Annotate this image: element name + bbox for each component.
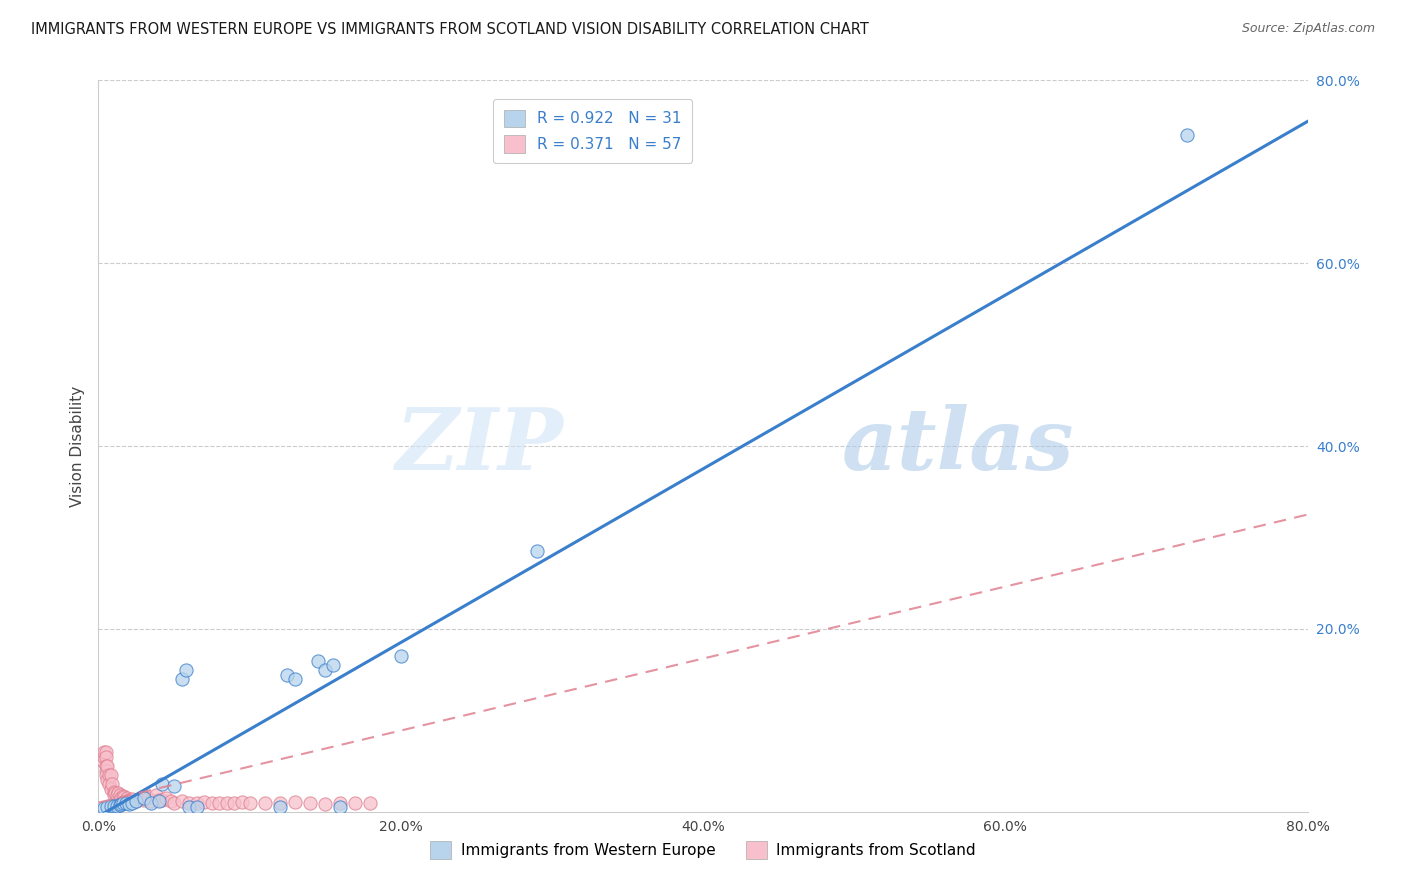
Point <box>150 793 173 807</box>
Point <box>141 794 163 808</box>
Point <box>94 749 117 764</box>
Point <box>94 745 117 759</box>
Point <box>299 797 322 811</box>
Point <box>224 796 246 810</box>
Point <box>100 768 122 782</box>
Point <box>132 793 155 807</box>
Point <box>215 796 238 810</box>
Point <box>91 755 114 769</box>
Point <box>108 789 131 803</box>
Point <box>160 794 183 808</box>
Point <box>93 749 115 764</box>
Legend: R = 0.922   N = 31, R = 0.371   N = 57: R = 0.922 N = 31, R = 0.371 N = 57 <box>494 99 693 163</box>
Point <box>145 789 167 803</box>
Point <box>94 764 117 778</box>
Point <box>186 800 208 814</box>
Point <box>148 793 170 807</box>
Point <box>170 672 193 686</box>
Point <box>105 799 128 814</box>
Point <box>201 796 224 810</box>
Point <box>239 797 262 811</box>
Point <box>329 800 352 814</box>
Point <box>150 777 173 791</box>
Point <box>103 784 125 798</box>
Point <box>111 796 134 810</box>
Point <box>314 663 336 677</box>
Point <box>163 796 186 810</box>
Point <box>284 795 307 809</box>
Text: atlas: atlas <box>842 404 1074 488</box>
Point <box>344 796 367 810</box>
Point <box>276 667 298 681</box>
Point <box>322 658 344 673</box>
Point <box>174 663 197 677</box>
Point <box>110 797 132 812</box>
Point <box>96 772 118 787</box>
Point <box>100 799 122 814</box>
Point <box>105 789 128 803</box>
Point <box>103 789 125 803</box>
Point <box>148 794 170 808</box>
Point <box>108 798 131 813</box>
Point <box>115 791 138 805</box>
Point <box>98 768 121 782</box>
Point <box>193 795 215 809</box>
Point <box>314 797 336 812</box>
Point <box>121 792 143 806</box>
Point <box>93 745 115 759</box>
Legend: Immigrants from Western Europe, Immigrants from Scotland: Immigrants from Western Europe, Immigran… <box>423 835 983 864</box>
Point <box>103 799 125 814</box>
Point <box>307 654 329 668</box>
Point <box>101 777 124 791</box>
Point <box>284 672 307 686</box>
Point <box>329 797 352 811</box>
Point <box>94 759 117 773</box>
Point <box>1175 128 1198 143</box>
Point <box>125 794 148 808</box>
Point <box>170 794 193 808</box>
Point <box>114 793 136 807</box>
Point <box>269 796 291 810</box>
Text: IMMIGRANTS FROM WESTERN EUROPE VS IMMIGRANTS FROM SCOTLAND VISION DISABILITY COR: IMMIGRANTS FROM WESTERN EUROPE VS IMMIGR… <box>31 22 869 37</box>
Point <box>125 794 148 808</box>
Point <box>136 791 159 805</box>
Point <box>141 796 163 810</box>
Point <box>104 787 127 801</box>
Point <box>163 779 186 793</box>
Point <box>111 789 134 804</box>
Point <box>208 797 231 811</box>
Text: ZIP: ZIP <box>396 404 564 488</box>
Point <box>360 797 382 811</box>
Text: Source: ZipAtlas.com: Source: ZipAtlas.com <box>1241 22 1375 36</box>
Point <box>179 796 201 810</box>
Point <box>132 791 155 805</box>
Point <box>118 793 141 807</box>
Point <box>118 797 141 812</box>
Point <box>114 797 136 811</box>
Point <box>526 544 548 558</box>
Point <box>93 801 115 815</box>
Point <box>96 759 118 773</box>
Point <box>107 787 129 801</box>
Point <box>96 800 118 814</box>
Point <box>231 795 253 809</box>
Point <box>98 777 121 791</box>
Point <box>179 800 201 814</box>
Point <box>253 796 276 810</box>
Y-axis label: Vision Disability: Vision Disability <box>69 385 84 507</box>
Point <box>155 791 177 805</box>
Point <box>100 781 122 796</box>
Point <box>269 800 291 814</box>
Point <box>129 791 152 805</box>
Point <box>110 791 132 805</box>
Point <box>121 796 143 810</box>
Point <box>112 790 135 805</box>
Point <box>389 649 412 664</box>
Point <box>94 768 117 782</box>
Point <box>186 796 208 810</box>
